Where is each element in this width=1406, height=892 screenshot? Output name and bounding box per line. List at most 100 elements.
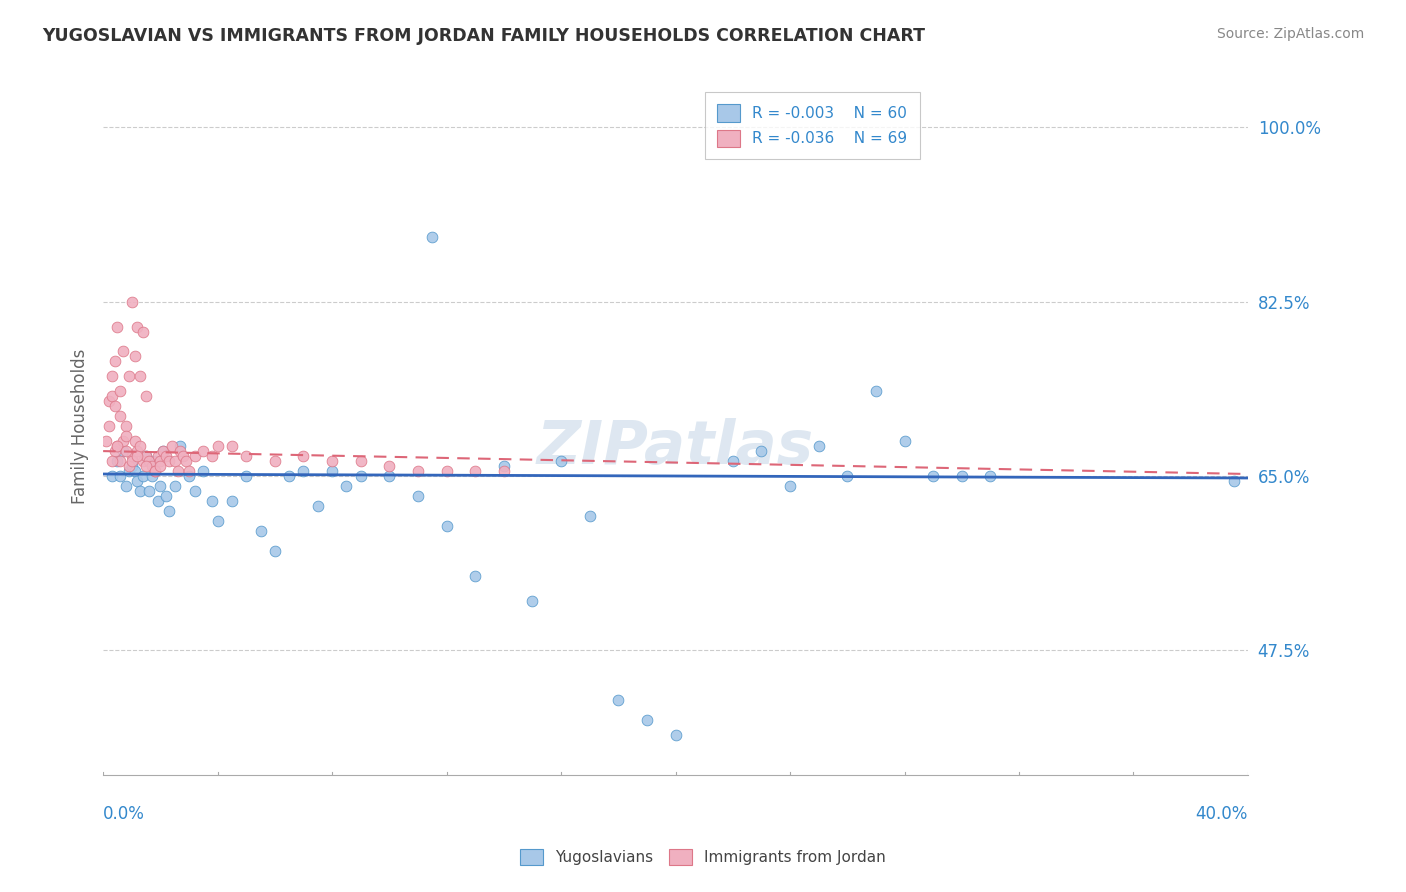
Point xyxy=(121,449,143,463)
Text: 40.0%: 40.0% xyxy=(1195,805,1249,823)
Point xyxy=(1222,474,1244,488)
Point xyxy=(607,693,630,707)
Point xyxy=(110,454,132,468)
Text: Source: ZipAtlas.com: Source: ZipAtlas.com xyxy=(1216,27,1364,41)
Point xyxy=(893,434,915,449)
Point xyxy=(115,429,138,443)
Point xyxy=(172,449,194,463)
Point xyxy=(97,419,120,434)
Point xyxy=(138,454,160,468)
Point xyxy=(979,469,1001,483)
Point xyxy=(143,454,166,468)
Point xyxy=(235,469,257,483)
Point xyxy=(135,458,157,473)
Point xyxy=(107,319,129,334)
Point xyxy=(235,449,257,463)
Point xyxy=(143,464,166,478)
Point xyxy=(292,464,315,478)
Point xyxy=(121,294,143,309)
Point xyxy=(464,568,486,582)
Point xyxy=(124,350,146,364)
Point xyxy=(163,454,186,468)
Point xyxy=(127,474,149,488)
Point xyxy=(97,394,120,409)
Point xyxy=(155,489,177,503)
Point xyxy=(146,449,169,463)
Point xyxy=(436,518,458,533)
Point xyxy=(118,458,141,473)
Point xyxy=(263,454,285,468)
Point xyxy=(321,464,343,478)
Point xyxy=(174,454,197,468)
Point xyxy=(100,369,122,384)
Point xyxy=(118,369,141,384)
Point xyxy=(321,454,343,468)
Point xyxy=(103,444,125,458)
Point xyxy=(420,230,443,244)
Point xyxy=(406,464,429,478)
Point xyxy=(378,469,401,483)
Text: ZIPatlas: ZIPatlas xyxy=(537,417,814,476)
Point xyxy=(378,458,401,473)
Point xyxy=(121,458,143,473)
Point xyxy=(183,483,205,498)
Point xyxy=(263,543,285,558)
Point xyxy=(143,464,166,478)
Point xyxy=(157,454,180,468)
Point xyxy=(152,444,174,458)
Point xyxy=(115,479,138,493)
Point xyxy=(751,444,773,458)
Point xyxy=(464,464,486,478)
Point xyxy=(100,389,122,403)
Point xyxy=(163,479,186,493)
Point xyxy=(129,439,152,453)
Point xyxy=(121,454,143,468)
Point xyxy=(110,409,132,424)
Point xyxy=(292,449,315,463)
Point xyxy=(127,319,149,334)
Point xyxy=(721,454,744,468)
Point xyxy=(207,514,229,528)
Point xyxy=(103,354,125,368)
Point xyxy=(141,469,163,483)
Point xyxy=(132,469,155,483)
Point xyxy=(110,469,132,483)
Point xyxy=(155,449,177,463)
Point xyxy=(201,449,224,463)
Point xyxy=(149,458,172,473)
Point xyxy=(307,499,329,513)
Text: 0.0%: 0.0% xyxy=(103,805,145,823)
Legend: Yugoslavians, Immigrants from Jordan: Yugoslavians, Immigrants from Jordan xyxy=(515,843,891,871)
Point xyxy=(335,479,357,493)
Point xyxy=(350,454,373,468)
Point xyxy=(578,508,600,523)
Point xyxy=(138,483,160,498)
Point xyxy=(492,464,515,478)
Point xyxy=(149,454,172,468)
Point xyxy=(249,524,271,538)
Point xyxy=(950,469,973,483)
Point xyxy=(146,494,169,508)
Point xyxy=(152,444,174,458)
Point xyxy=(807,439,830,453)
Point xyxy=(135,389,157,403)
Point xyxy=(107,454,129,468)
Point xyxy=(169,439,191,453)
Point xyxy=(278,469,301,483)
Point xyxy=(115,444,138,458)
Point xyxy=(132,454,155,468)
Point xyxy=(160,439,183,453)
Point xyxy=(124,464,146,478)
Point xyxy=(127,449,149,463)
Point xyxy=(207,439,229,453)
Point xyxy=(636,713,658,727)
Point xyxy=(436,464,458,478)
Point xyxy=(103,399,125,413)
Point xyxy=(193,464,215,478)
Point xyxy=(183,449,205,463)
Point xyxy=(115,419,138,434)
Point xyxy=(837,469,859,483)
Point xyxy=(522,593,544,607)
Point xyxy=(177,469,200,483)
Point xyxy=(141,458,163,473)
